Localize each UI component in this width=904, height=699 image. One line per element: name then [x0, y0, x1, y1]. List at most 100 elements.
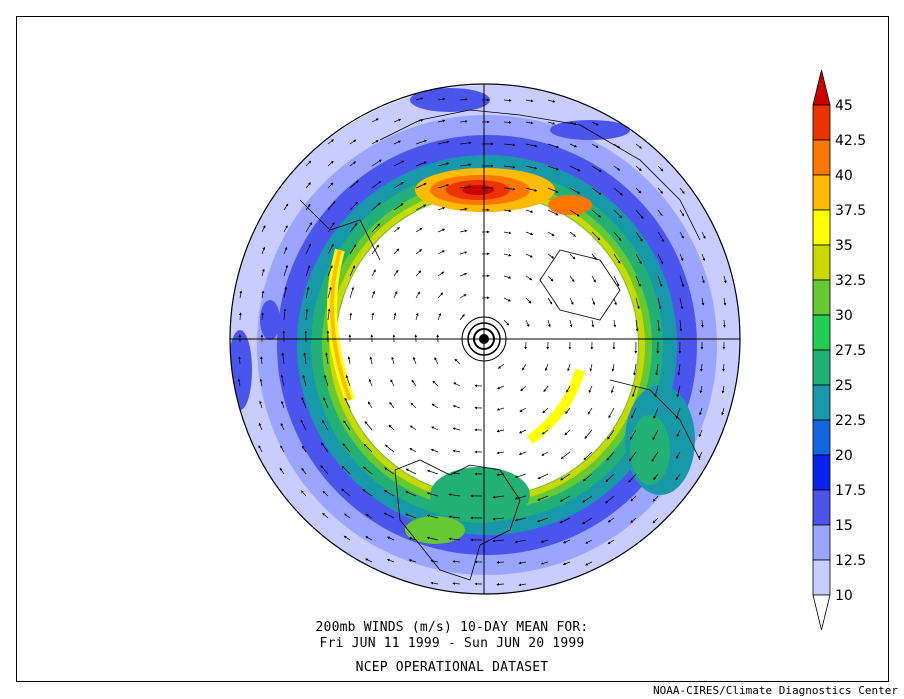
- wind-arrow: [607, 429, 615, 440]
- wind-arrow: [320, 465, 329, 475]
- wind-arrow: [371, 290, 375, 299]
- wind-arrow: [613, 297, 617, 306]
- wind-arrow: [305, 160, 312, 167]
- wind-arrow: [393, 227, 400, 233]
- wind-arrow: [415, 291, 420, 299]
- colorbar-level-label: 10: [835, 588, 853, 604]
- wind-arrow: [633, 363, 637, 376]
- wind-arrow: [345, 374, 351, 387]
- wind-arrow: [604, 495, 615, 504]
- wind-arrow: [635, 297, 640, 310]
- wind-arrow: [239, 290, 243, 299]
- wind-arrow: [525, 187, 538, 192]
- wind-arrow: [437, 312, 442, 321]
- wind-arrow: [560, 473, 571, 481]
- wind-arrow: [283, 203, 289, 211]
- wind-arrow: [343, 420, 351, 431]
- wind-arrow: [582, 473, 593, 482]
- colorbar-level-label: 12.5: [835, 553, 866, 569]
- wind-arrow: [496, 385, 505, 390]
- map-boundary: [229, 83, 741, 595]
- wind-arrow: [431, 403, 439, 409]
- wind-arrow: [679, 209, 685, 217]
- wind-arrow: [434, 357, 439, 365]
- plot-frame: [16, 16, 889, 682]
- wind-arrow: [679, 231, 684, 239]
- wind-arrow: [437, 207, 446, 211]
- wind-arrow: [723, 319, 726, 328]
- colorbar-swatch: [812, 349, 831, 386]
- wind-arrow: [676, 451, 681, 459]
- wind-arrow: [452, 582, 461, 585]
- wind-arrow: [327, 265, 333, 277]
- wind-arrow: [605, 473, 615, 483]
- colorbar-swatch: [812, 489, 831, 526]
- wind-arrow: [569, 319, 573, 328]
- wind-arrow: [341, 488, 351, 497]
- wind-arrow: [393, 182, 405, 189]
- wind-arrow: [652, 517, 659, 524]
- wind-arrow: [279, 467, 285, 475]
- wind-arrow: [525, 297, 532, 304]
- wind-arrow: [459, 120, 468, 123]
- wind-arrow: [409, 425, 417, 431]
- wind-arrow: [389, 401, 395, 409]
- wind-arrow: [567, 363, 571, 372]
- wind-arrow: [259, 378, 263, 387]
- wind-arrow: [322, 419, 329, 431]
- wind-arrow: [655, 363, 659, 376]
- wind-arrow: [430, 581, 439, 585]
- wind-arrow: [371, 312, 375, 321]
- wind-arrow: [543, 385, 549, 393]
- wind-arrow: [305, 182, 311, 189]
- colorbar-bottom-arrow: [812, 594, 831, 631]
- wind-arrow: [283, 225, 288, 233]
- wind-arrow: [409, 448, 417, 453]
- wind-arrow: [349, 222, 358, 233]
- wind-arrow: [321, 442, 329, 453]
- wind-arrow: [283, 286, 288, 299]
- wind-arrow: [415, 161, 427, 167]
- wind-arrow: [635, 253, 642, 265]
- wind-arrow: [569, 187, 581, 194]
- wind-arrow: [393, 312, 397, 321]
- colorbar-level-label: 22.5: [835, 413, 866, 429]
- wind-arrow: [327, 182, 334, 189]
- caption-line-2: Fri JUN 11 1999 - Sun JUN 20 1999: [319, 636, 585, 651]
- wind-arrow: [259, 400, 263, 409]
- wind-arrow: [301, 445, 307, 453]
- colorbar-swatch: [812, 209, 831, 246]
- wind-arrow: [722, 363, 725, 372]
- wind-arrow: [371, 244, 380, 255]
- wind-arrow: [322, 490, 329, 497]
- wind-arrow: [657, 165, 664, 172]
- wind-arrow: [503, 209, 512, 213]
- wind-arrow: [393, 248, 400, 255]
- wind-arrow: [430, 559, 439, 563]
- wind-arrow: [562, 539, 571, 544]
- wind-arrow: [371, 202, 381, 211]
- wind-arrow: [657, 209, 663, 217]
- wind-arrow: [368, 378, 373, 387]
- wind-arrow: [569, 297, 574, 305]
- wind-arrow: [459, 272, 468, 277]
- wind-arrow: [518, 429, 527, 434]
- wind-arrow: [635, 209, 644, 219]
- wind-arrow: [349, 265, 356, 277]
- wind-arrow: [675, 407, 681, 420]
- wind-arrow: [547, 165, 559, 171]
- wind-arrow: [559, 517, 571, 524]
- wind-arrow: [525, 319, 530, 328]
- wind-arrow: [301, 397, 307, 409]
- wind-arrow: [324, 374, 329, 387]
- wind-arrow: [437, 292, 444, 299]
- wind-arrow: [589, 363, 593, 372]
- wind-arrow: [520, 385, 527, 392]
- wind-arrow: [657, 187, 664, 194]
- wind-arrow: [547, 99, 556, 103]
- wind-arrow: [569, 143, 578, 148]
- wind-arrow: [452, 405, 461, 409]
- wind-arrow: [426, 492, 439, 497]
- wind-arrow: [503, 121, 512, 124]
- wind-arrow: [448, 537, 461, 541]
